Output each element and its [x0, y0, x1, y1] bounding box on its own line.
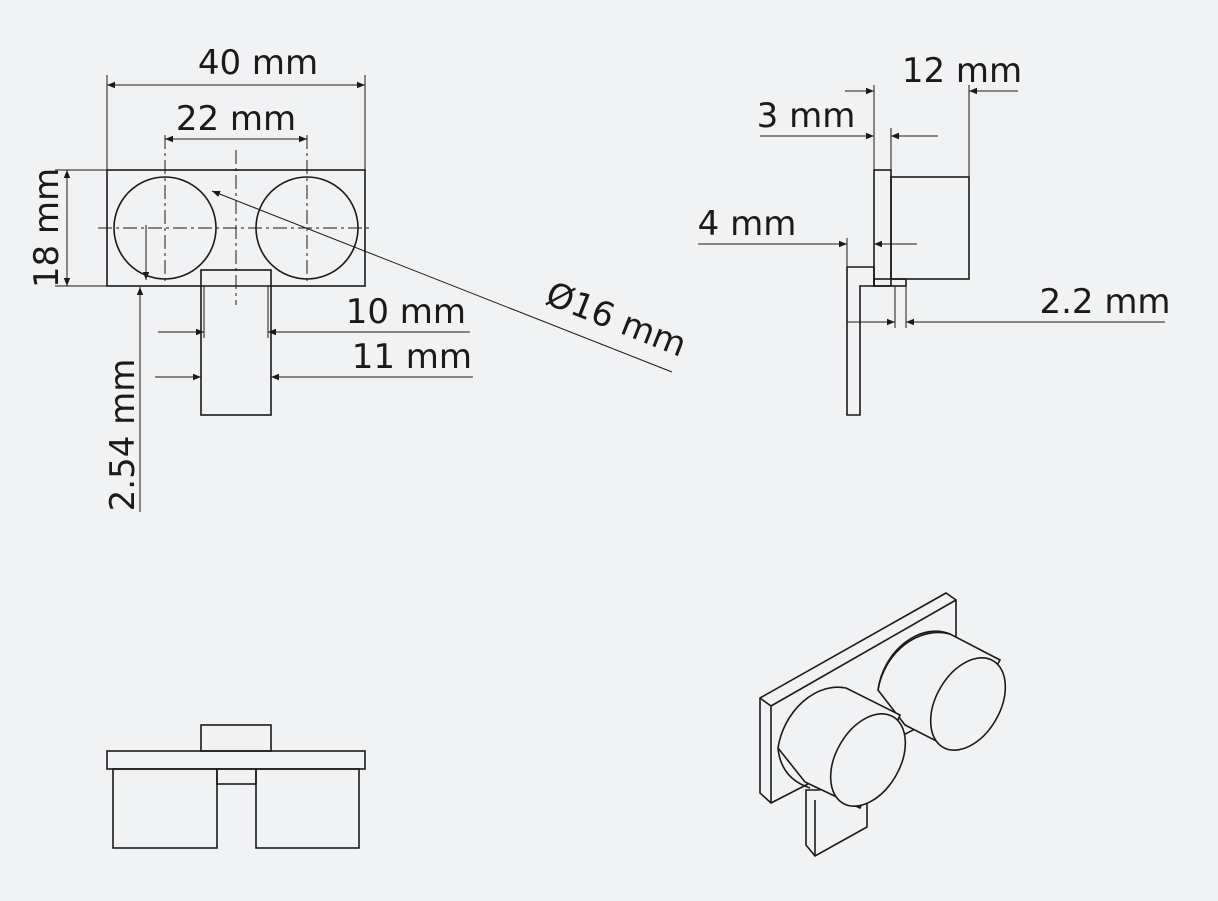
dim-pin-outer-label: 11 mm: [352, 337, 472, 377]
front-view: 40 mm 22 mm 18 mm Ø16 mm 10 mm 11 mm 2.5…: [27, 43, 692, 512]
pin-side-horizontal: [873, 278, 907, 287]
dim-line-diameter: [211, 190, 673, 373]
dim-board-thickness-label: 3 mm: [757, 96, 856, 136]
dim-pin-pitch-label: 2.54 mm: [103, 359, 143, 512]
pin-top-stub: [216, 768, 257, 785]
dim-diameter-label: Ø16 mm: [540, 274, 692, 365]
dim-depth-label: 12 mm: [902, 51, 1022, 91]
top-view: [106, 724, 366, 849]
sensor-board-side: [873, 169, 892, 287]
dim-pin-inner-label: 10 mm: [346, 292, 466, 332]
sensor-board-top: [106, 750, 366, 770]
pin-side-bent: [846, 266, 875, 416]
dim-width-label: 40 mm: [198, 43, 318, 83]
dim-spacing-label: 22 mm: [176, 99, 296, 139]
transducer-iso-front-face: [829, 713, 907, 807]
dim-pin-offset-label: 4 mm: [698, 204, 797, 244]
transducer-top-right: [255, 768, 360, 849]
pin-header-front: [200, 269, 272, 416]
side-view: 12 mm 3 mm 4 mm 2.2 mm: [698, 51, 1171, 416]
transducer-iso-back-face: [929, 657, 1007, 751]
transducer-top-left: [112, 768, 218, 849]
dim-pin-thickness-label: 2.2 mm: [1039, 282, 1170, 322]
transducer-side: [890, 176, 970, 280]
dim-height-label: 18 mm: [27, 168, 67, 288]
pin-header-top: [200, 724, 272, 752]
isometric-view: [759, 592, 1007, 858]
